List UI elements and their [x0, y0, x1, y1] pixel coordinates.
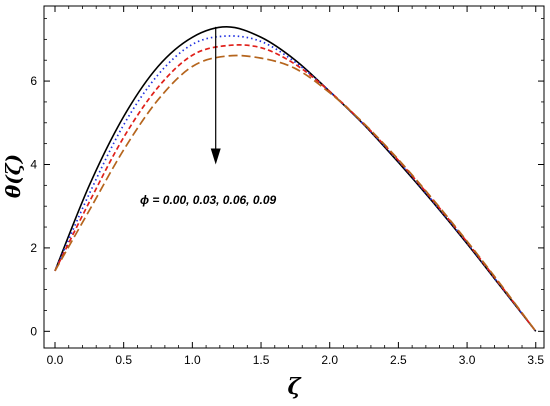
series-line-3: [54, 44, 537, 332]
x-tick-label: 2.5: [390, 353, 407, 367]
y-tick-label: 4: [30, 157, 37, 171]
y-axis-title: θ(ζ): [1, 154, 25, 198]
y-tick-label: 0: [30, 324, 37, 338]
series-line-1: [54, 26, 537, 332]
x-tick-label: 0.5: [115, 353, 132, 367]
series-lines: [54, 26, 537, 332]
axis-ticks: 0.0 0.5 1.0 1.5 2.0 2.5 3.0 3.5 0 2 4 6: [30, 6, 544, 367]
x-tick-label: 1.5: [253, 353, 270, 367]
plot-frame: [43, 5, 545, 349]
annotation-label: ϕ = 0.00, 0.03, 0.06, 0.09: [140, 193, 277, 207]
x-axis-title: ζ: [287, 374, 301, 400]
x-tick-label: 0.0: [47, 353, 64, 367]
x-tick-label: 3.0: [459, 353, 476, 367]
x-tick-label: 3.5: [527, 353, 544, 367]
annotation-arrow-head: [210, 148, 221, 165]
y-tick-label: 2: [30, 241, 37, 255]
annotation-arrow: [210, 26, 221, 165]
series-line-2: [54, 35, 537, 332]
y-tick-label: 6: [30, 74, 37, 88]
series-line-4: [54, 54, 537, 332]
x-tick-label: 1.0: [184, 353, 201, 367]
x-tick-label: 2.0: [321, 353, 338, 367]
